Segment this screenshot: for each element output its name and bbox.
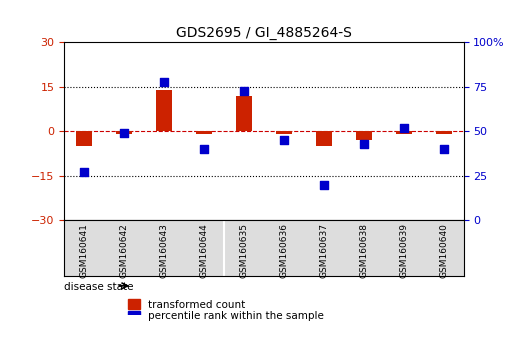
Text: GSM160636: GSM160636 — [280, 223, 288, 278]
Text: GSM160638: GSM160638 — [359, 223, 368, 278]
Text: GSM160643: GSM160643 — [160, 223, 168, 278]
Text: GSM160637: GSM160637 — [319, 223, 328, 278]
Title: GDS2695 / GI_4885264-S: GDS2695 / GI_4885264-S — [176, 26, 352, 40]
Point — [400, 125, 408, 131]
Bar — [276, 131, 292, 135]
Bar — [156, 90, 172, 131]
Bar — [116, 131, 132, 135]
Text: GSM160644: GSM160644 — [200, 223, 209, 278]
Point — [80, 170, 89, 175]
Bar — [316, 131, 332, 146]
Point — [240, 88, 248, 93]
Bar — [356, 131, 372, 141]
Text: GSM160635: GSM160635 — [239, 223, 248, 278]
Bar — [128, 299, 140, 309]
Text: GSM160641: GSM160641 — [80, 223, 89, 278]
Bar — [436, 131, 452, 135]
Text: GSM160640: GSM160640 — [439, 223, 448, 278]
Point — [359, 141, 368, 147]
Bar — [196, 131, 212, 135]
Bar — [128, 311, 140, 321]
Point — [280, 138, 288, 143]
Bar — [396, 131, 411, 135]
Bar — [76, 131, 92, 146]
Point — [160, 79, 168, 85]
Text: transformed count: transformed count — [148, 299, 246, 309]
Text: GSM160639: GSM160639 — [399, 223, 408, 278]
Bar — [236, 96, 252, 131]
Text: percentile rank within the sample: percentile rank within the sample — [148, 311, 324, 321]
Point — [439, 147, 448, 152]
Point — [200, 147, 208, 152]
Text: disease state: disease state — [64, 282, 134, 292]
Text: GSM160642: GSM160642 — [120, 223, 129, 278]
Point — [120, 130, 128, 136]
Point — [320, 182, 328, 188]
